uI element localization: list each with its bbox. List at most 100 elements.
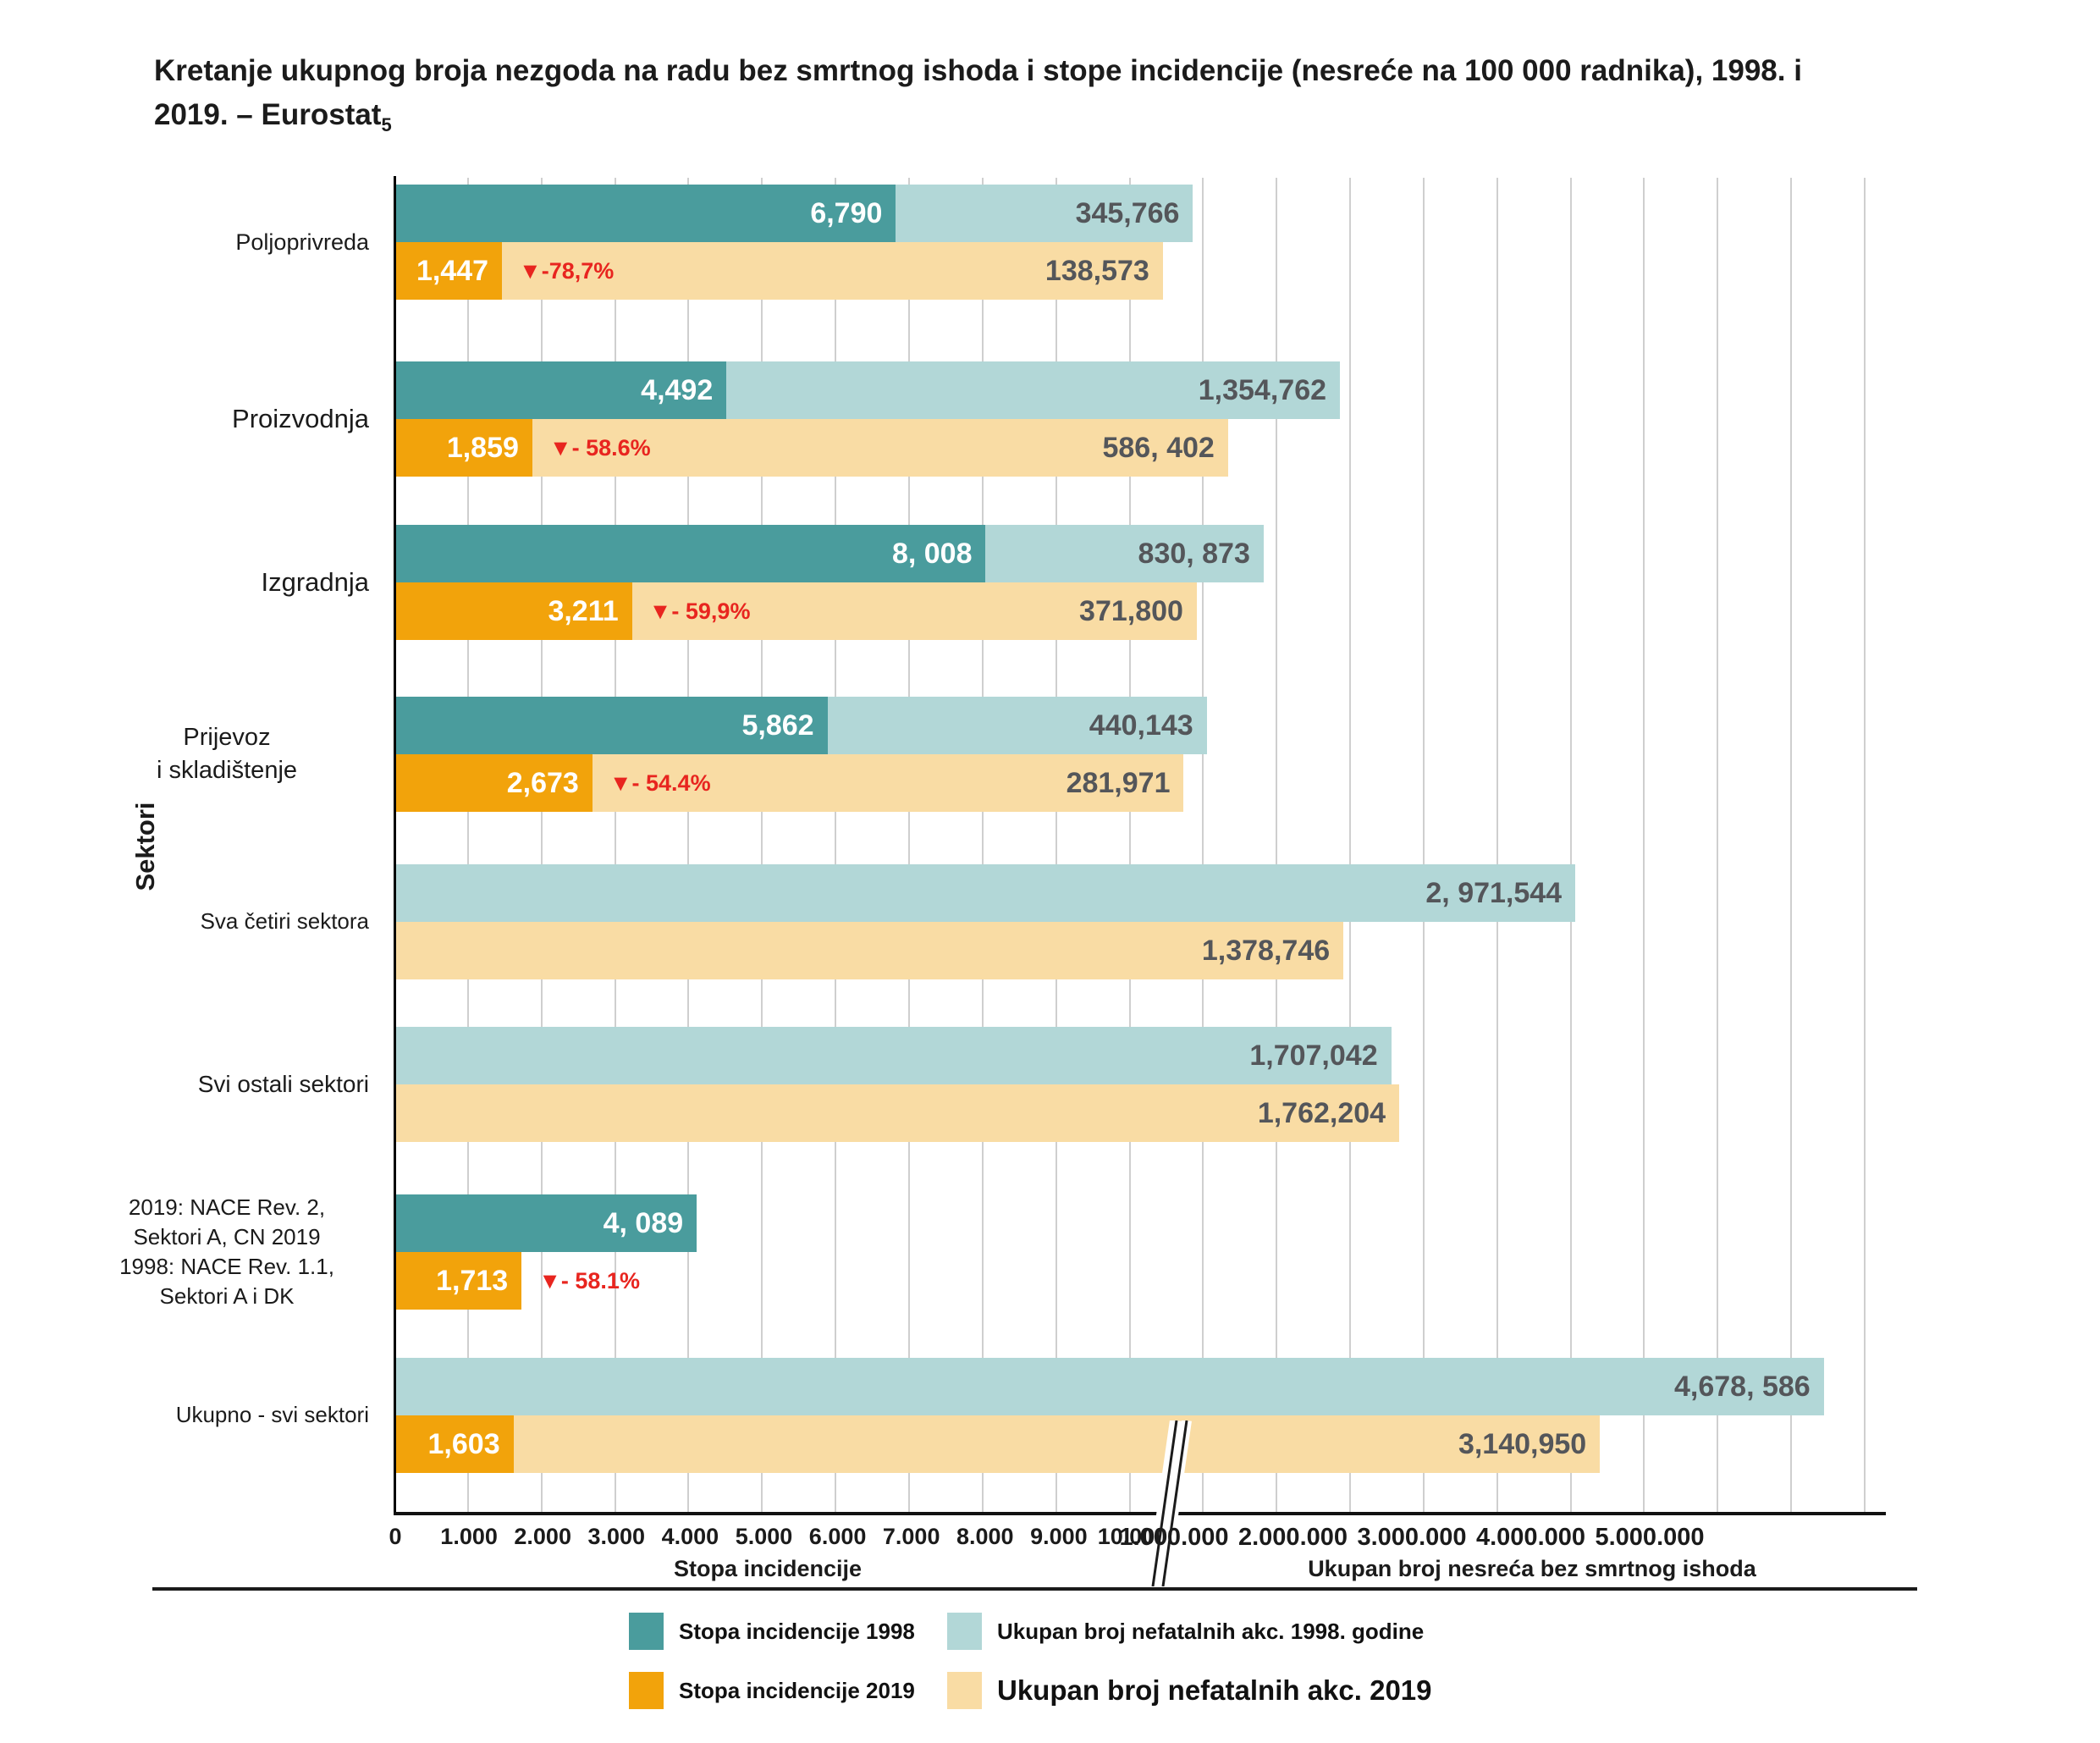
gridline (1496, 178, 1498, 1514)
legend-label: Stopa incidencije 1998 (679, 1618, 915, 1644)
legend-label: Stopa incidencije 2019 (679, 1677, 915, 1703)
bar-group: 4, 089 1,713 ▼- 58.1% (395, 1194, 1888, 1310)
bar-rate-2019: 2,673 (395, 754, 593, 812)
axis-break-mark (1146, 1420, 1192, 1586)
legend-item: Ukupan broj nefatalnih akc. 1998. godine (947, 1613, 1424, 1650)
bar-group: 8, 008 830, 873 3,211 371,800 ▼- 59,9% (395, 525, 1888, 640)
gridline (540, 178, 543, 1514)
incidence-tick: 8.000 (956, 1524, 1014, 1549)
category-label-line: Sektori A, CN 2019 (133, 1223, 321, 1249)
change-annotation: ▼- 58.1% (538, 1267, 640, 1293)
incidence-tick: 7.000 (882, 1524, 940, 1549)
incidence-tick: 5.000 (735, 1524, 793, 1549)
category-label: Svi ostali sektori (85, 1027, 381, 1142)
bar-group: 6,790 345,766 1,447 138,573 ▼-78,7% (395, 185, 1888, 300)
gridline (1422, 178, 1425, 1514)
bar-group: 4,678, 586 1,603 3,140,950 (395, 1358, 1888, 1473)
category-label-line: Poljoprivreda (235, 229, 369, 255)
chart-title-line1: Kretanje ukupnog broja nezgoda na radu b… (154, 54, 1802, 87)
bar-total-1998: 830, 873 (985, 525, 1264, 582)
incidence-tick: 4.000 (661, 1524, 719, 1549)
category-label-line: Sektori A i DK (159, 1283, 295, 1310)
change-annotation: ▼- 59,9% (648, 598, 751, 624)
bar-total-2019: 586, 402 (532, 419, 1228, 477)
total-tick: 3.000.000 (1357, 1524, 1467, 1551)
bar-rate-2019: 1,713 (395, 1252, 522, 1310)
gridline (1349, 178, 1352, 1514)
y-axis-line (394, 176, 396, 1515)
legend-swatch-light_orange (947, 1672, 982, 1709)
category-label-line: Ukupno - svi sektori (175, 1402, 369, 1428)
incidence-tick: 10.000 (1097, 1524, 1168, 1549)
bar-rate-2019: 1,447 (395, 242, 503, 300)
total-tick: 5.000.000 (1595, 1524, 1705, 1551)
bar-rate-1998: 4,492 (395, 361, 727, 419)
gridline (1202, 178, 1204, 1514)
category-label-line: Proizvodnja (232, 404, 369, 434)
category-label: Proizvodnja (85, 361, 381, 477)
legend-label: Ukupan broj nefatalnih akc. 1998. godine (997, 1618, 1425, 1644)
legend-item: Ukupan broj nefatalnih akc. 2019 (947, 1672, 1432, 1709)
bar-total-1998: 345,766 (896, 185, 1193, 242)
bar-total-2019: 138,573 (502, 242, 1163, 300)
incidence-axis-label: Stopa incidencije (673, 1556, 863, 1581)
separator-rule (152, 1587, 1917, 1591)
bar-rate-1998: 4, 089 (395, 1194, 697, 1252)
gridline (614, 178, 616, 1514)
gridline (1790, 178, 1793, 1514)
category-label-line: i skladištenje (156, 757, 298, 784)
x-axis-line (394, 1512, 1886, 1515)
total-tick: 1.000.000 (1119, 1524, 1229, 1551)
gridline (1569, 178, 1572, 1514)
legend-item: Stopa incidencije 1998 (629, 1613, 915, 1650)
category-label-line: Prijevoz (183, 723, 271, 751)
category-label-line: 2019: NACE Rev. 2, (128, 1194, 326, 1220)
bar-total-2019: 281,971 (592, 754, 1184, 812)
bar-rate-1998: 6,790 (395, 185, 896, 242)
incidence-tick: 1.000 (440, 1524, 498, 1549)
bar-total-2019: 371,800 (631, 582, 1197, 640)
category-label: Poljoprivreda (85, 185, 381, 300)
bar-total-1998: 1,707,042 (395, 1027, 1392, 1084)
bar-total-2019: 3,140,950 (513, 1415, 1601, 1473)
legend-swatch-teal (629, 1613, 664, 1650)
gridline (1643, 178, 1645, 1514)
change-annotation: ▼-78,7% (519, 257, 615, 284)
gridline (981, 178, 984, 1514)
gridline (1055, 178, 1057, 1514)
category-label: Izgradnja (85, 525, 381, 640)
total-axis-label: Ukupan broj nesreća bez smrtnog ishoda (1308, 1556, 1756, 1581)
bar-group: 2, 971,544 1,378,746 (395, 864, 1888, 979)
legend-swatch-orange (629, 1672, 664, 1709)
bar-group: 5,862 440,143 2,673 281,971 ▼- 54.4% (395, 697, 1888, 812)
gridline (1276, 178, 1278, 1514)
category-label-line: 1998: NACE Rev. 1.1, (119, 1254, 334, 1279)
gridline (1717, 178, 1719, 1514)
legend-swatch-light_teal (947, 1613, 982, 1650)
category-label: Ukupno - svi sektori (85, 1358, 381, 1473)
bar-group: 4,492 1,354,762 1,859 586, 402 ▼- 58.6% (395, 361, 1888, 477)
incidence-tick: 6.000 (808, 1524, 867, 1549)
category-label-line: Izgradnja (261, 567, 369, 598)
category-label-line: Sva četiri sektora (200, 908, 369, 935)
category-label: Prijevoz i skladištenje (85, 697, 381, 812)
bar-rate-2019: 3,211 (395, 582, 632, 640)
gridline (907, 178, 910, 1514)
gridline (687, 178, 690, 1514)
incidence-tick: 2.000 (514, 1524, 571, 1549)
gridline (835, 178, 837, 1514)
bar-total-1998: 440,143 (827, 697, 1207, 754)
incidence-tick: 3.000 (587, 1524, 646, 1549)
chart-title: Kretanje ukupnog broja nezgoda na radu b… (154, 49, 2016, 147)
chart-title-line2: 2019. – Eurostat5 (154, 98, 392, 135)
incidence-tick: 0 (389, 1524, 402, 1549)
bar-group: 1,707,042 1,762,204 (395, 1027, 1888, 1142)
gridline (1128, 178, 1131, 1514)
category-label: Sva četiri sektora (85, 864, 381, 979)
bar-rate-1998: 8, 008 (395, 525, 986, 582)
bar-total-1998: 1,354,762 (726, 361, 1341, 419)
gridline (761, 178, 763, 1514)
bar-total-2019: 1,378,746 (395, 922, 1344, 979)
bar-rate-1998: 5,862 (395, 697, 828, 754)
